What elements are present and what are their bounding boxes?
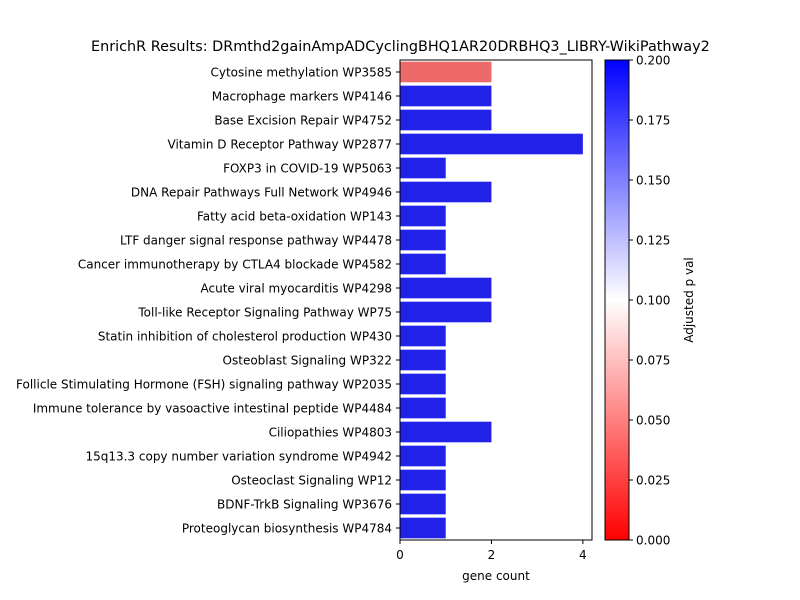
y-tick-label: Cancer immunotherapy by CTLA4 blockade W… (78, 258, 392, 272)
bar (400, 85, 492, 107)
chart-title: EnrichR Results: DRmthd2gainAmpADCycling… (91, 39, 710, 55)
colorbar-tick-label: 0.075 (636, 354, 670, 368)
y-tick-label: Macrophage markers WP4146 (212, 90, 392, 104)
bar (400, 109, 492, 131)
bar (400, 133, 583, 155)
y-tick-label: Osteoclast Signaling WP12 (231, 474, 392, 488)
y-tick-label: Acute viral myocarditis WP4298 (201, 282, 392, 296)
bar (400, 469, 446, 491)
y-tick-label: LTF danger signal response pathway WP447… (120, 234, 392, 248)
bar (400, 61, 492, 83)
bar (400, 229, 446, 251)
bar (400, 277, 492, 299)
y-tick-label: Follicle Stimulating Hormone (FSH) signa… (16, 378, 392, 392)
bar (400, 325, 446, 347)
bar (400, 349, 446, 371)
bar (400, 253, 446, 275)
bar (400, 301, 492, 323)
y-tick-label: BDNF-TrkB Signaling WP3676 (217, 498, 392, 512)
colorbar-tick-label: 0.125 (636, 234, 670, 248)
colorbar-tick-label: 0.025 (636, 474, 670, 488)
bar (400, 517, 446, 539)
y-tick-label: Fatty acid beta-oxidation WP143 (197, 210, 392, 224)
colorbar-tick-label: 0.100 (636, 294, 670, 308)
bars-group (400, 61, 583, 539)
y-tick-label: FOXP3 in COVID-19 WP5063 (223, 162, 392, 176)
y-tick-label: Immune tolerance by vasoactive intestina… (33, 402, 392, 416)
bar (400, 205, 446, 227)
y-tick-label: Statin inhibition of cholesterol product… (98, 330, 392, 344)
bar (400, 181, 492, 203)
x-ticks: 0 2 4 (396, 540, 587, 562)
y-tick-label: 15q13.3 copy number variation syndrome W… (85, 450, 392, 464)
x-axis-label: gene count (462, 569, 530, 583)
y-tick-label: Ciliopathies WP4803 (269, 426, 392, 440)
colorbar-tick-label: 0.050 (636, 414, 670, 428)
colorbar-label: Adjusted p val (682, 257, 696, 343)
y-tick-label: Toll-like Receptor Signaling Pathway WP7… (137, 306, 392, 320)
x-tick-label: 0 (396, 548, 404, 562)
x-tick-label: 2 (488, 548, 496, 562)
colorbar-tick-label: 0.150 (636, 174, 670, 188)
bar (400, 397, 446, 419)
y-tick-label: DNA Repair Pathways Full Network WP4946 (131, 186, 392, 200)
y-tick-label: Osteoblast Signaling WP322 (223, 354, 392, 368)
y-tick-label: Vitamin D Receptor Pathway WP2877 (168, 138, 393, 152)
colorbar-tick-label: 0.000 (636, 534, 670, 548)
colorbar-tick-label: 0.200 (636, 54, 670, 68)
y-tick-label: Base Excision Repair WP4752 (214, 114, 392, 128)
bar (400, 493, 446, 515)
plot-frame (399, 59, 593, 541)
x-tick-label: 4 (579, 548, 587, 562)
bar (400, 445, 446, 467)
colorbar (604, 59, 630, 541)
y-tick-labels: Cytosine methylation WP3585 Macrophage ma… (16, 66, 400, 536)
bar (400, 157, 446, 179)
y-tick-label: Cytosine methylation WP3585 (210, 66, 392, 80)
bar (400, 421, 492, 443)
bar (400, 373, 446, 395)
colorbar-tick-label: 0.175 (636, 114, 670, 128)
colorbar-ticks: 0.000 0.025 0.050 0.075 0.100 0.125 0.150 0.175… (629, 54, 670, 548)
y-tick-label: Proteoglycan biosynthesis WP4784 (182, 522, 392, 536)
